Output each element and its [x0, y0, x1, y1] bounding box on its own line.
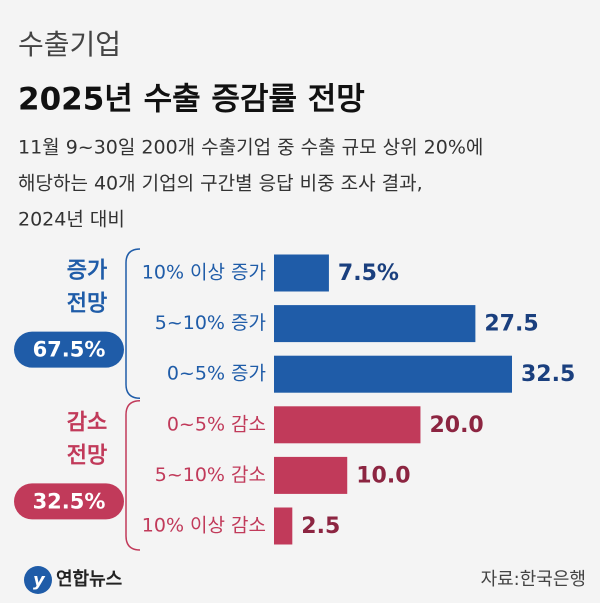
category-label: 0~5% 증가 — [167, 363, 266, 385]
category-label: 0~5% 감소 — [167, 413, 266, 435]
group-share: 67.5% — [33, 338, 106, 362]
group-share: 32.5% — [33, 489, 106, 513]
bar — [274, 406, 421, 444]
group-bracket — [125, 400, 141, 551]
value-label: 7.5% — [338, 261, 399, 286]
logo-mark: y — [33, 570, 46, 591]
category-label: 10% 이상 감소 — [142, 515, 266, 537]
bar — [274, 254, 329, 292]
value-label: 10.0 — [356, 463, 410, 488]
bar — [274, 305, 476, 343]
group-share-pill — [14, 331, 124, 368]
category-label: 5~10% 증가 — [155, 312, 266, 334]
value-label: 27.5 — [484, 312, 538, 337]
chart-title: 2025년 수출 증감률 전망 — [18, 82, 365, 118]
chart-supertitle: 수출기업 — [18, 28, 121, 61]
group-name: 전망 — [67, 443, 107, 468]
logo-icon — [24, 566, 52, 594]
source: 자료:한국은행 — [481, 569, 586, 590]
logo: 연합뉴스 — [56, 568, 122, 590]
value-label: 20.0 — [429, 413, 483, 438]
value-label: 32.5 — [521, 362, 575, 387]
group-name: 전망 — [67, 292, 107, 317]
group-bracket — [125, 248, 141, 399]
subtitle-line: 11월 9~30일 200개 수출기업 중 수출 규모 상위 20%에 — [18, 137, 483, 159]
value-label: 2.5 — [301, 514, 340, 539]
bar — [274, 456, 348, 494]
bar — [274, 507, 293, 545]
subtitle-line: 2024년 대비 — [18, 209, 125, 231]
group-name: 감소 — [67, 410, 107, 435]
subtitle-line: 해당하는 40개 기업의 구간별 응답 비중 조사 결과, — [18, 173, 423, 195]
category-label: 10% 이상 증가 — [142, 262, 266, 284]
bar — [274, 355, 512, 393]
group-name: 증가 — [67, 259, 107, 284]
group-share-pill — [14, 483, 124, 520]
category-label: 5~10% 감소 — [155, 464, 266, 486]
